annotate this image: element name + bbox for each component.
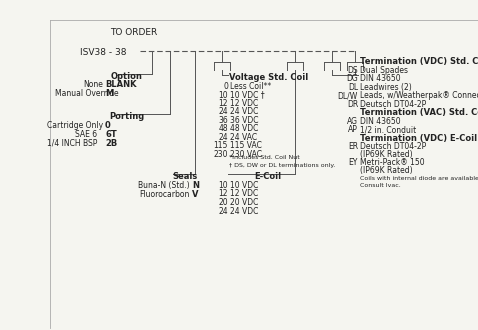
Text: SAE 6: SAE 6 (75, 130, 97, 139)
Text: 48 VDC: 48 VDC (230, 124, 259, 134)
Text: AP: AP (348, 125, 358, 135)
Text: 10: 10 (218, 90, 228, 100)
Text: V: V (192, 190, 198, 199)
Text: 24 VAC: 24 VAC (230, 133, 257, 142)
Text: AG: AG (347, 117, 358, 126)
Text: DS: DS (348, 66, 358, 75)
Text: E-Coil: E-Coil (254, 172, 281, 181)
Text: Leadwires (2): Leadwires (2) (360, 83, 412, 92)
Text: TO ORDER: TO ORDER (110, 28, 157, 37)
Text: 12: 12 (218, 189, 228, 199)
Text: ISV38 - 38: ISV38 - 38 (80, 48, 127, 57)
Text: 24: 24 (218, 133, 228, 142)
Text: 24 VDC: 24 VDC (230, 207, 259, 215)
Text: *Includes Std. Coil Nut: *Includes Std. Coil Nut (229, 155, 300, 160)
Text: 48: 48 (218, 124, 228, 134)
Text: Cartridge Only: Cartridge Only (47, 121, 103, 130)
Text: DL/W: DL/W (338, 91, 358, 101)
Text: 115 VAC: 115 VAC (230, 142, 262, 150)
Text: Termination (VDC) Std. Coil: Termination (VDC) Std. Coil (360, 57, 478, 66)
Text: Porting: Porting (109, 112, 145, 121)
Text: Consult Ivac.: Consult Ivac. (360, 183, 401, 188)
Text: Termination (VAC) Std. Coil: Termination (VAC) Std. Coil (360, 109, 478, 117)
Text: 12 VDC: 12 VDC (230, 189, 258, 199)
Text: 1/2 in. Conduit: 1/2 in. Conduit (360, 125, 416, 135)
Text: 230: 230 (214, 150, 228, 159)
Text: 0: 0 (105, 121, 111, 130)
Text: 36 VDC: 36 VDC (230, 116, 259, 125)
Text: 24 VDC: 24 VDC (230, 108, 259, 116)
Text: 12 VDC: 12 VDC (230, 99, 258, 108)
Text: 0: 0 (223, 82, 228, 91)
Text: 36: 36 (218, 116, 228, 125)
Text: 24: 24 (218, 207, 228, 215)
Text: 10 VDC: 10 VDC (230, 181, 259, 190)
Text: 6T: 6T (105, 130, 117, 139)
Text: 2B: 2B (105, 139, 117, 148)
Text: 10 VDC †: 10 VDC † (230, 90, 265, 100)
Text: N: N (192, 181, 199, 190)
Text: M: M (105, 89, 113, 98)
Text: (IP69K Rated): (IP69K Rated) (360, 166, 413, 175)
Text: DIN 43650: DIN 43650 (360, 117, 401, 126)
Text: Deutsch DT04-2P: Deutsch DT04-2P (360, 143, 426, 151)
Text: 10: 10 (218, 181, 228, 190)
Text: Manual Override: Manual Override (55, 89, 119, 98)
Text: 20: 20 (218, 198, 228, 207)
Text: Termination (VDC) E-Coil: Termination (VDC) E-Coil (360, 134, 477, 143)
Text: Dual Spades: Dual Spades (360, 66, 408, 75)
Text: 1/4 INCH BSP: 1/4 INCH BSP (47, 139, 97, 148)
Text: Fluorocarbon: Fluorocarbon (140, 190, 190, 199)
Text: EY: EY (348, 158, 358, 168)
Text: DG: DG (346, 75, 358, 83)
Text: DR: DR (347, 100, 358, 109)
Text: Less Coil**: Less Coil** (230, 82, 271, 91)
Text: Deutsch DT04-2P: Deutsch DT04-2P (360, 100, 426, 109)
Text: Metri-Pack® 150: Metri-Pack® 150 (360, 158, 424, 168)
Text: Buna-N (Std.): Buna-N (Std.) (138, 181, 190, 190)
Text: Leads, w/Weatherpak® Connectors: Leads, w/Weatherpak® Connectors (360, 91, 478, 101)
Text: † DS, DW or DL terminations only.: † DS, DW or DL terminations only. (229, 163, 335, 168)
Text: BLANK: BLANK (105, 80, 137, 89)
Text: Voltage Std. Coil: Voltage Std. Coil (229, 73, 308, 82)
Text: ER: ER (348, 143, 358, 151)
Text: (IP69K Rated): (IP69K Rated) (360, 150, 413, 159)
Text: None: None (83, 80, 103, 89)
Text: 115: 115 (214, 142, 228, 150)
Text: 24: 24 (218, 108, 228, 116)
Text: 230 VAC: 230 VAC (230, 150, 262, 159)
Text: DIN 43650: DIN 43650 (360, 75, 401, 83)
Text: Seals: Seals (173, 172, 197, 181)
Text: 12: 12 (218, 99, 228, 108)
Text: Coils with internal diode are available.: Coils with internal diode are available. (360, 177, 478, 182)
Text: Option: Option (111, 72, 143, 81)
Text: DL: DL (348, 83, 358, 92)
Text: 20 VDC: 20 VDC (230, 198, 259, 207)
